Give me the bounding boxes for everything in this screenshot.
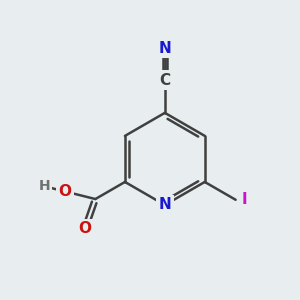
Text: N: N: [158, 197, 171, 212]
Text: C: C: [159, 73, 170, 88]
Text: N: N: [158, 41, 171, 56]
Text: O: O: [79, 221, 92, 236]
Text: O: O: [58, 184, 72, 199]
Text: H: H: [38, 179, 50, 193]
Text: I: I: [242, 192, 247, 207]
